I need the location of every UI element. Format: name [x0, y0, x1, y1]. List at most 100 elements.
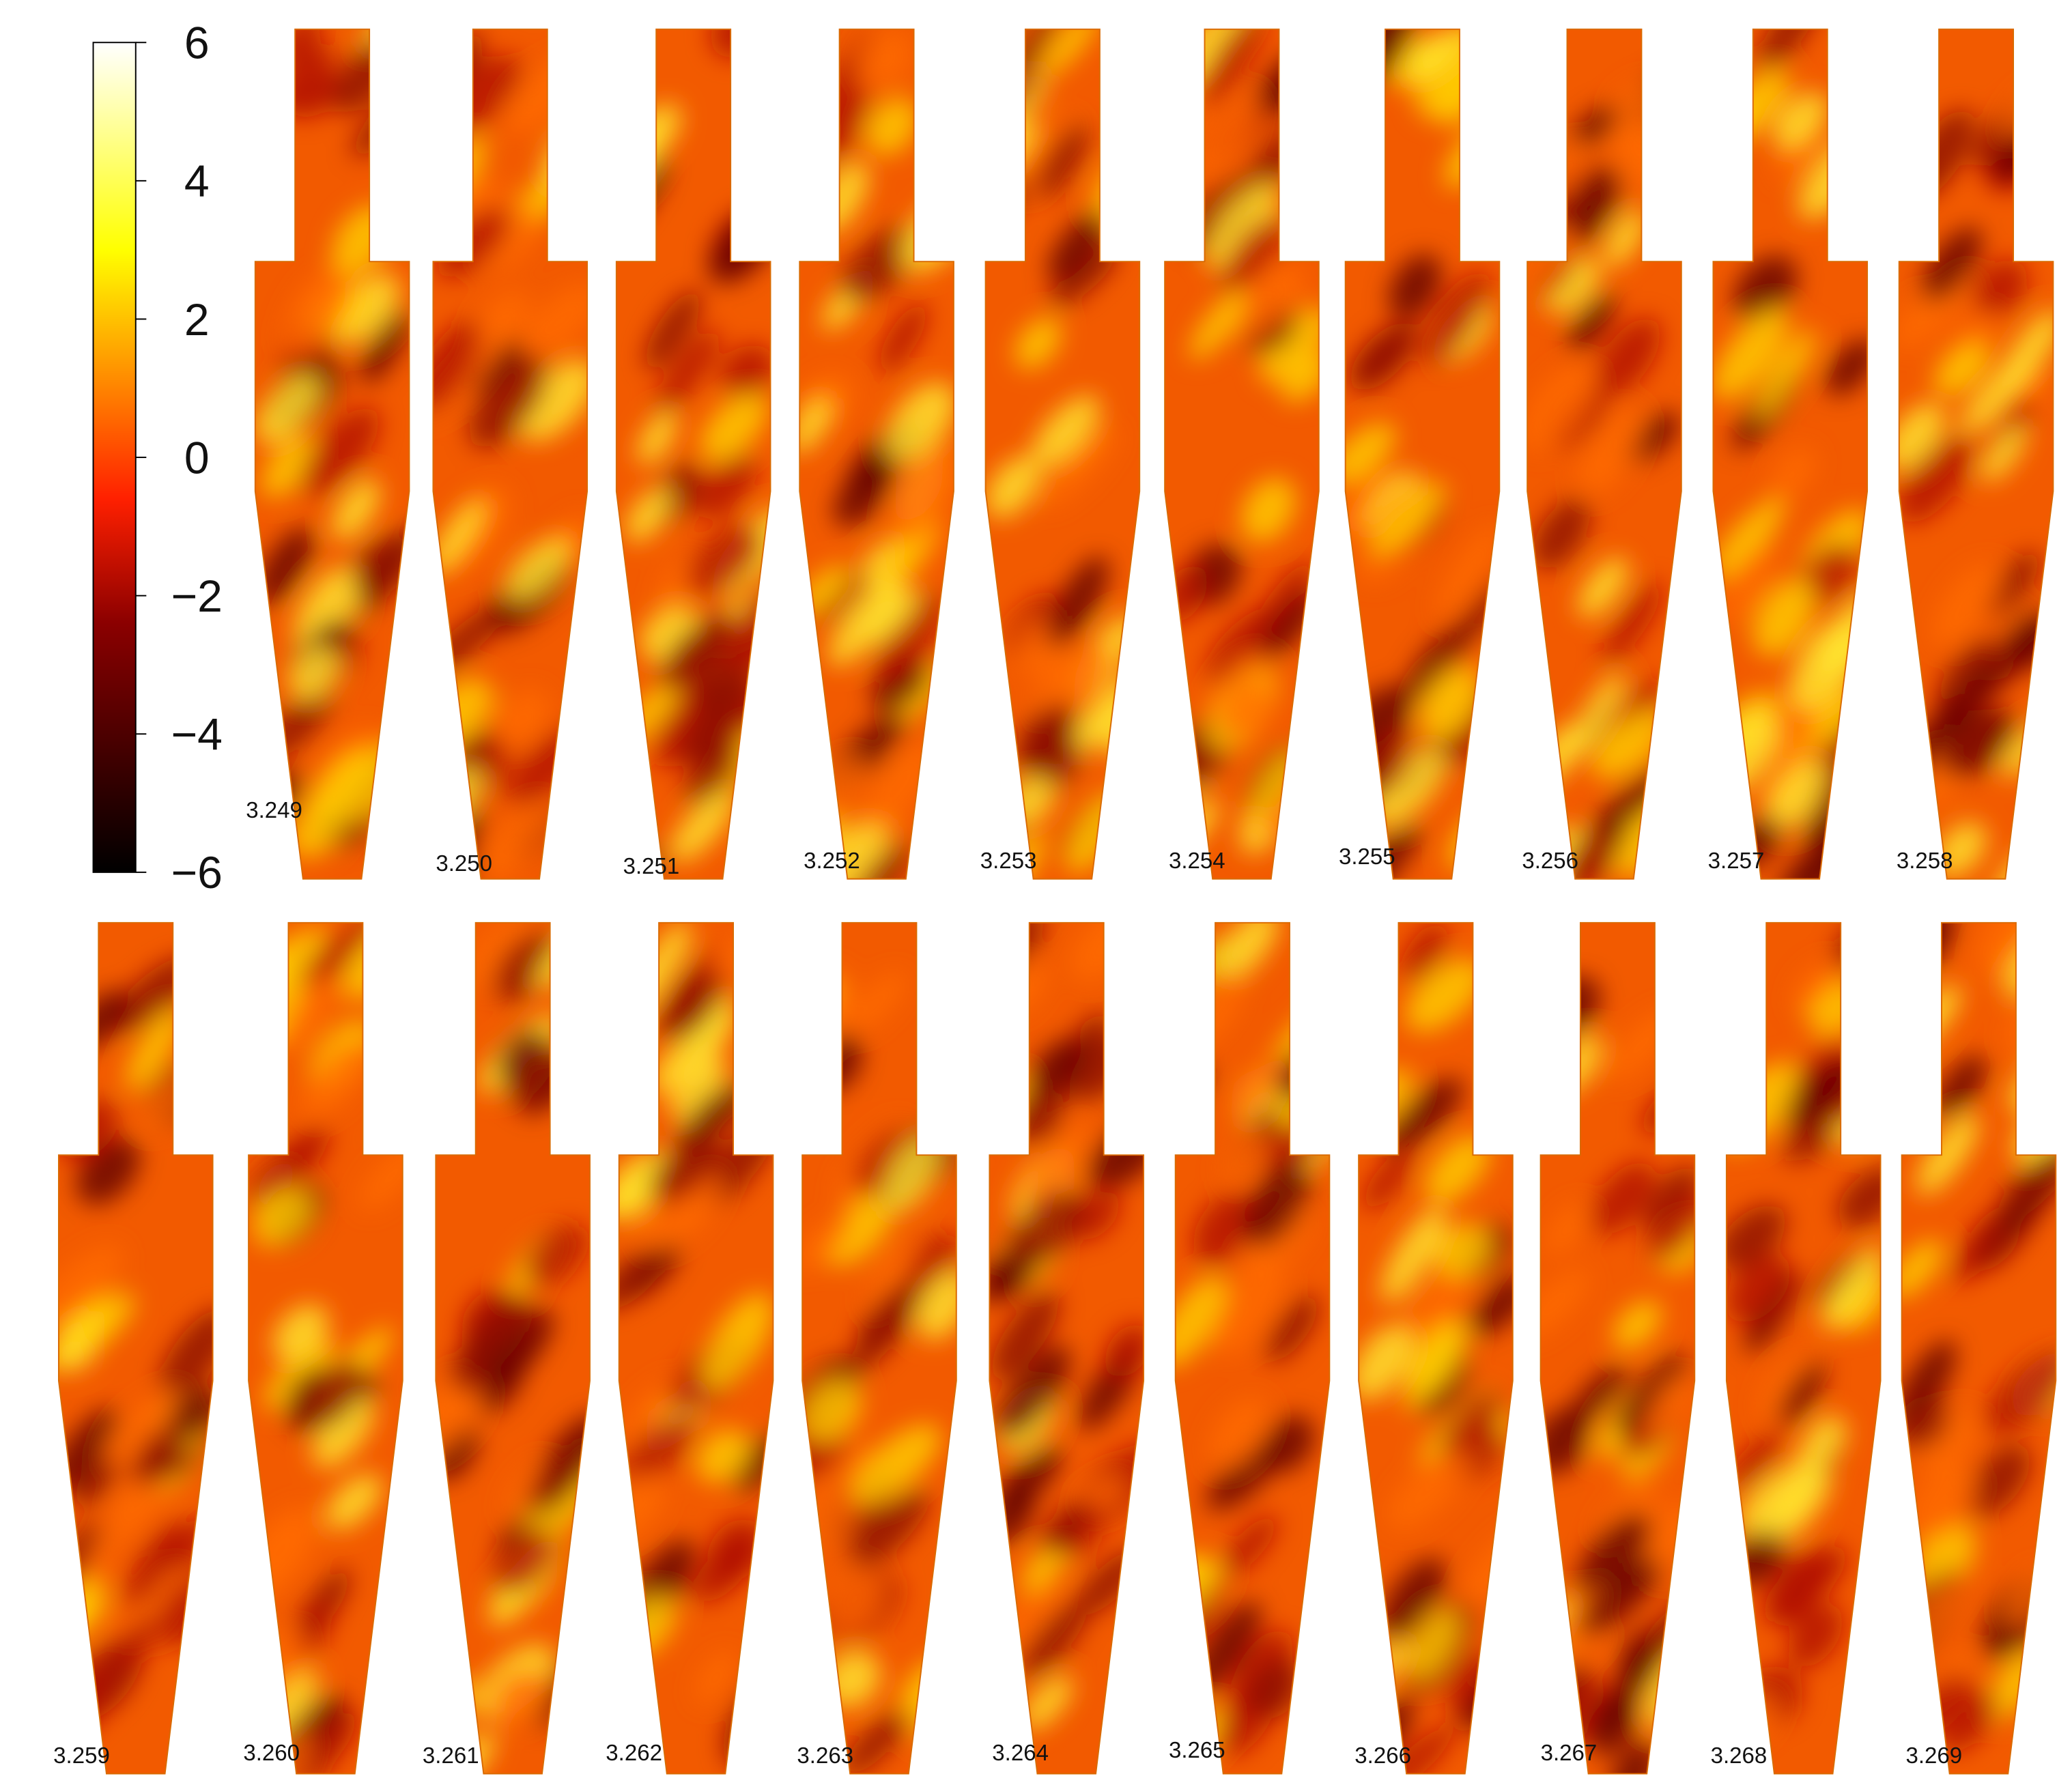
contour-blob [466, 290, 530, 360]
contour-blob [1227, 263, 1305, 341]
contour-blob [1402, 923, 1447, 983]
contour-blob [1933, 342, 1991, 396]
colorbar-tick-label: −4 [171, 710, 223, 760]
contour-blob [655, 329, 720, 415]
contour-blob [1349, 321, 1417, 391]
contour-blob [491, 1670, 550, 1726]
contour-blob [1036, 123, 1089, 199]
panel-outline [984, 28, 1141, 880]
contour-blob [670, 790, 735, 863]
contour-blob [1236, 1053, 1288, 1115]
contour-blob [1041, 427, 1118, 508]
contour-blob [1384, 1077, 1464, 1153]
contour-blob [293, 565, 363, 655]
contour-blob [1419, 668, 1481, 740]
contour-blob [1265, 1295, 1319, 1362]
time-label: 3.256 [1522, 848, 1578, 874]
time-label: 3.264 [992, 1741, 1049, 1766]
contour-blob [833, 460, 895, 528]
contour-blob [857, 1278, 923, 1352]
contour-blob [492, 1529, 556, 1595]
contour-blob [852, 1424, 941, 1504]
time-label: 3.258 [1897, 848, 1953, 874]
contour-blob [1775, 124, 1825, 181]
panel-outline [1725, 921, 1882, 1775]
contour-blob [1377, 1726, 1455, 1774]
panel-outline [1174, 921, 1331, 1775]
contour-blob [1219, 216, 1287, 293]
contour-blob [1220, 1515, 1278, 1577]
contour-blob [811, 815, 892, 879]
contour-blob [863, 589, 920, 645]
contour-blob [325, 1474, 382, 1530]
contour-blob [1778, 1361, 1826, 1427]
contour-blob [1240, 477, 1296, 543]
contour-blob [1527, 187, 1570, 248]
contour-blob [1405, 1319, 1468, 1397]
contour-blob [619, 1149, 674, 1220]
time-label: 3.249 [246, 798, 302, 823]
contour-blob [1940, 1691, 1999, 1754]
colorbar-tick-label: 0 [184, 433, 210, 483]
contour-blob [649, 1134, 720, 1201]
contour-blob [1910, 1464, 1976, 1539]
time-label: 3.269 [1905, 1743, 1962, 1769]
contour-blob [1441, 1392, 1503, 1458]
contour-blob [433, 498, 485, 575]
contour-blob [112, 1617, 156, 1676]
contour-blob [493, 931, 556, 1002]
contour-blob [619, 1247, 666, 1311]
contour-blob [68, 1292, 135, 1354]
contour-blob [1998, 1147, 2056, 1222]
time-label: 3.250 [436, 851, 492, 876]
contour-blob [261, 435, 315, 498]
contour-panel [1359, 922, 1513, 1774]
contour-blob [495, 689, 550, 749]
contour-blob [1406, 29, 1464, 81]
contour-blob [1243, 1160, 1310, 1247]
contour-blob [1175, 1063, 1213, 1111]
contour-blob [1602, 581, 1662, 666]
contour-blob [1576, 1513, 1651, 1601]
contour-blob [1175, 1275, 1227, 1368]
contour-blobs [619, 922, 774, 1768]
contour-blob [1717, 545, 1776, 627]
contour-blob [289, 797, 348, 859]
contour-blob [1916, 1113, 1979, 1195]
contour-blob [1363, 1149, 1413, 1210]
contour-blob [433, 320, 482, 413]
contour-blob [312, 1396, 375, 1468]
contour-blob [1595, 317, 1660, 397]
contour-blob [1577, 556, 1629, 618]
contour-blob [255, 373, 321, 444]
time-label: 3.263 [797, 1743, 853, 1769]
contour-blob [696, 1429, 750, 1483]
contour-blob [523, 1224, 588, 1287]
contour-blob [875, 592, 945, 683]
contour-blob [1713, 498, 1785, 580]
contour-blob [916, 1270, 956, 1341]
contour-blob [843, 1711, 909, 1774]
contour-blob [1206, 1443, 1279, 1511]
contour-blob [1772, 91, 1829, 149]
panel-outline [435, 921, 591, 1775]
panel-outline [618, 921, 774, 1775]
contour-blob [255, 527, 315, 606]
contour-blob [332, 478, 380, 541]
contour-blob [352, 536, 410, 597]
contour-blob [1222, 1128, 1267, 1185]
time-label: 3.260 [243, 1741, 300, 1766]
contour-blob [687, 524, 763, 595]
contour-blob [1591, 1162, 1655, 1235]
contour-panel [1175, 922, 1330, 1774]
contour-blob [853, 842, 912, 879]
contour-blobs [1540, 975, 1695, 1774]
colorbar [92, 42, 137, 873]
contour-blob [305, 747, 375, 818]
contour-blob [672, 1053, 726, 1126]
contour-blob [681, 673, 754, 765]
panel-outline [1358, 921, 1514, 1775]
time-label: 3.251 [623, 854, 680, 879]
contour-blob [1238, 1207, 1313, 1279]
contour-blob [1713, 308, 1789, 401]
